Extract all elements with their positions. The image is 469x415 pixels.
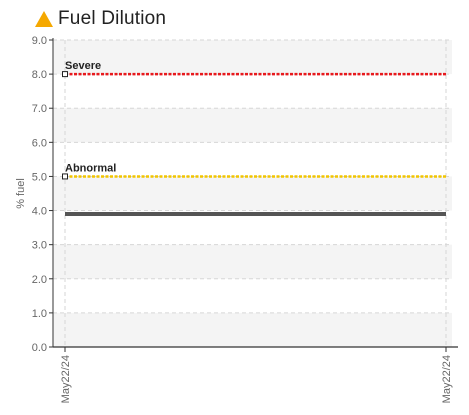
y-tick-label: 1.0 — [32, 308, 47, 320]
y-tick-label: 7.0 — [32, 103, 47, 115]
threshold-label-abnormal: Abnormal — [65, 162, 116, 174]
y-tick-label: 5.0 — [32, 171, 47, 183]
chart-header: Fuel Dilution — [34, 6, 166, 32]
y-tick-label: 3.0 — [32, 240, 47, 252]
y-tick-label: 4.0 — [32, 206, 47, 218]
y-tick-label: 8.0 — [32, 69, 47, 81]
warning-triangle-icon — [34, 10, 54, 28]
y-tick-label: 2.0 — [32, 274, 47, 286]
plot-axes — [49, 38, 458, 352]
chart-title: Fuel Dilution — [58, 8, 167, 29]
y-tick-label: 0.0 — [32, 342, 47, 354]
threshold-label-severe: Severe — [65, 60, 101, 72]
x-tick-label: May22/24 — [60, 355, 72, 403]
plot-band — [53, 108, 452, 143]
plot-band — [53, 176, 452, 211]
threshold-marker — [62, 71, 68, 78]
plot-bands — [53, 40, 452, 347]
threshold-lines: Severe Abnormal — [62, 60, 446, 180]
plot-band — [53, 312, 452, 347]
y-axis-label: % fuel — [15, 178, 27, 209]
axis-labels: 0.0 1.0 2.0 3.0 4.0 5.0 6.0 7.0 8.0 9.0 May22/24 Ma… — [15, 35, 453, 403]
y-tick-label: 9.0 — [32, 35, 47, 47]
plot-band — [53, 244, 452, 279]
threshold-marker — [62, 173, 68, 180]
y-tick-label: 6.0 — [32, 137, 47, 149]
x-tick-label: May22/24 — [441, 355, 453, 403]
plot-band — [53, 40, 452, 75]
